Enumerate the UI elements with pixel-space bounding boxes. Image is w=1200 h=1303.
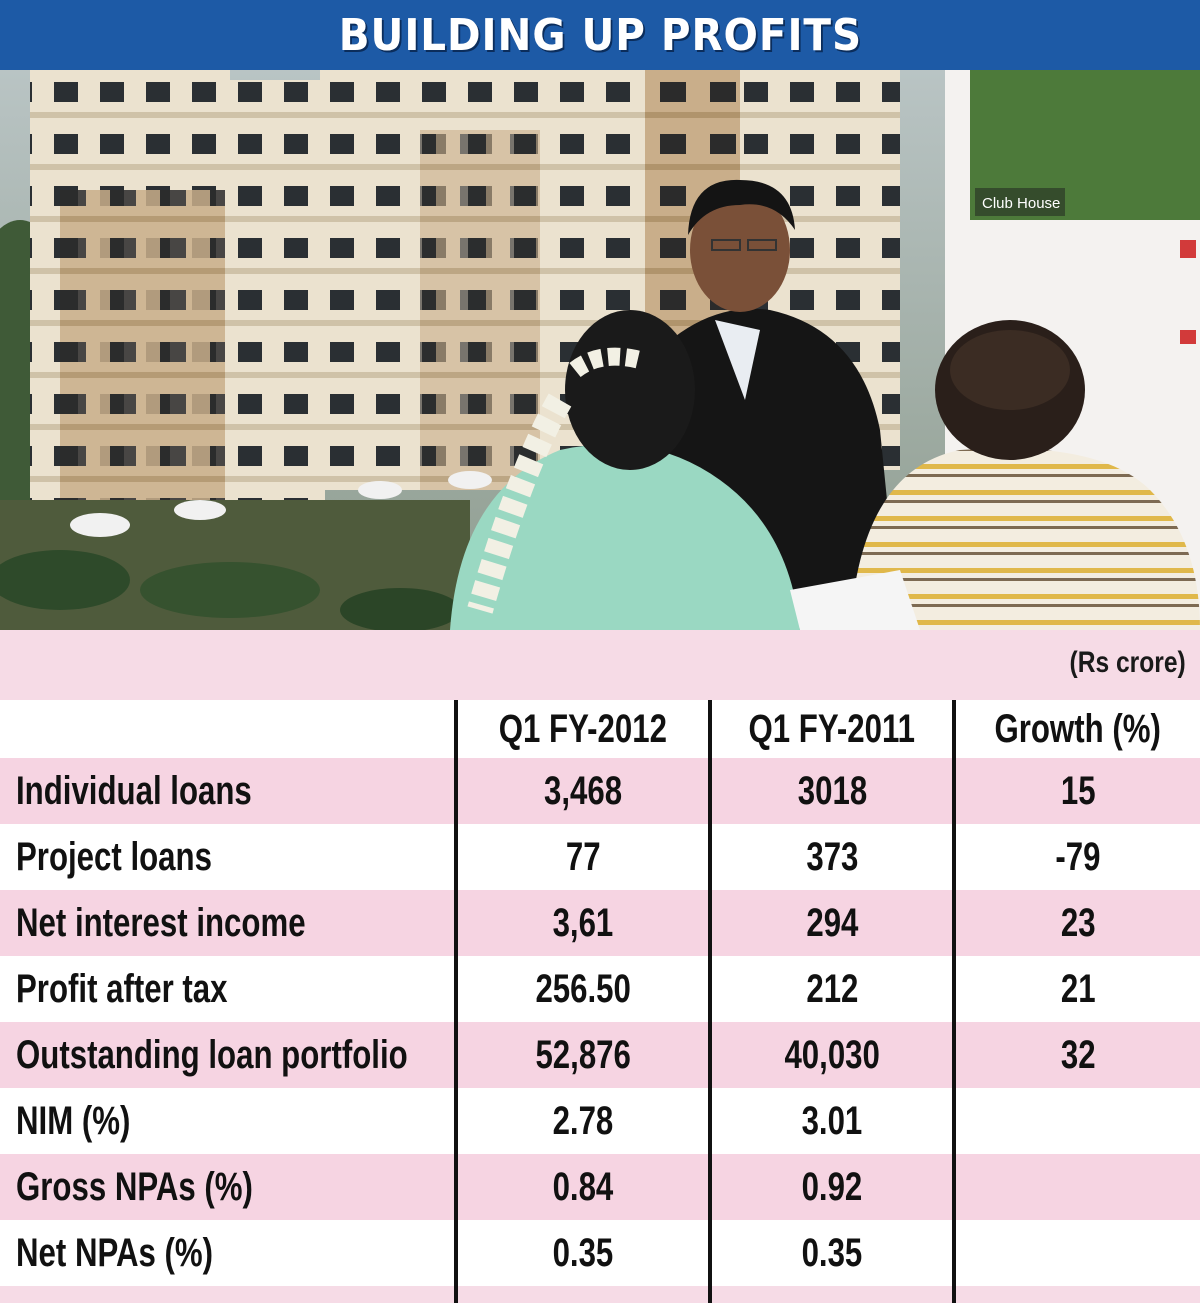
cell-growth — [956, 1088, 1200, 1154]
table-row: NIM (%) 2.78 3.01 — [0, 1088, 1200, 1154]
column-divider — [708, 700, 712, 1303]
cell-q1-fy2011: 3.01 — [801, 1098, 863, 1143]
cell-growth — [956, 1220, 1200, 1286]
cell-q1-fy2012: 3,61 — [552, 900, 614, 945]
table-row: Net interest income 3,61 294 23 — [0, 890, 1200, 956]
table-row: Gross NPAs (%) 0.84 0.92 — [0, 1154, 1200, 1220]
cell-q1-fy2011: 373 — [805, 834, 859, 879]
cell-q1-fy2012: 2.78 — [552, 1098, 614, 1143]
column-divider — [952, 700, 956, 1303]
cell-q1-fy2012: 0.84 — [552, 1164, 614, 1209]
table-row: Project loans 77 373 -79 — [0, 824, 1200, 890]
cell-q1-fy2012: 52,876 — [535, 1032, 631, 1077]
cell-growth: 23 — [1060, 900, 1096, 945]
units-label: (Rs crore) — [1069, 646, 1186, 679]
photo: Club House — [0, 70, 1200, 630]
table-row: Net NPAs (%) 0.35 0.35 — [0, 1220, 1200, 1286]
cell-q1-fy2011: 294 — [805, 900, 859, 945]
data-table: (Rs crore) Q1 FY-2012 Q1 FY-2011 Growth … — [0, 630, 1200, 1303]
title: BUILDING UP PROFITS — [338, 9, 862, 61]
row-label: Profit after tax — [16, 966, 228, 1011]
cell-growth: 32 — [1060, 1032, 1096, 1077]
cell-q1-fy2011: 0.35 — [801, 1230, 863, 1275]
row-label: Project loans — [16, 834, 212, 879]
cell-q1-fy2011: 0.92 — [801, 1164, 863, 1209]
cell-q1-fy2012: 0.35 — [552, 1230, 614, 1275]
board-sign-text: Club House — [982, 195, 1060, 212]
row-label: Net interest income — [16, 900, 306, 945]
photo-illustration: Club House — [0, 70, 1200, 630]
cell-growth: -79 — [1055, 834, 1101, 879]
table-row: Individual loans 3,468 3018 15 — [0, 758, 1200, 824]
row-label: NIM (%) — [16, 1098, 131, 1143]
column-divider — [454, 700, 458, 1303]
cell-q1-fy2011: 40,030 — [784, 1032, 880, 1077]
table-header-row: Q1 FY-2012 Q1 FY-2011 Growth (%) — [0, 700, 1200, 758]
cell-q1-fy2011: 3018 — [797, 768, 867, 813]
cell-growth: 21 — [1060, 966, 1096, 1011]
cell-q1-fy2012: 256.50 — [535, 966, 631, 1011]
cell-q1-fy2012: 3,468 — [543, 768, 623, 813]
header-q1-fy2012: Q1 FY-2012 — [498, 706, 668, 751]
header-q1-fy2011: Q1 FY-2011 — [748, 706, 916, 751]
title-banner: BUILDING UP PROFITS — [0, 0, 1200, 70]
row-label: Individual loans — [16, 768, 252, 813]
table-row: Outstanding loan portfolio 52,876 40,030… — [0, 1022, 1200, 1088]
row-label: Net NPAs (%) — [16, 1230, 214, 1275]
cell-growth — [956, 1154, 1200, 1220]
cell-q1-fy2011: 212 — [805, 966, 859, 1011]
row-label: Outstanding loan portfolio — [16, 1032, 408, 1077]
cell-growth: 15 — [1060, 768, 1096, 813]
row-label: Gross NPAs (%) — [16, 1164, 253, 1209]
table-row: Profit after tax 256.50 212 21 — [0, 956, 1200, 1022]
header-growth: Growth (%) — [994, 706, 1162, 751]
cell-q1-fy2012: 77 — [565, 834, 601, 879]
